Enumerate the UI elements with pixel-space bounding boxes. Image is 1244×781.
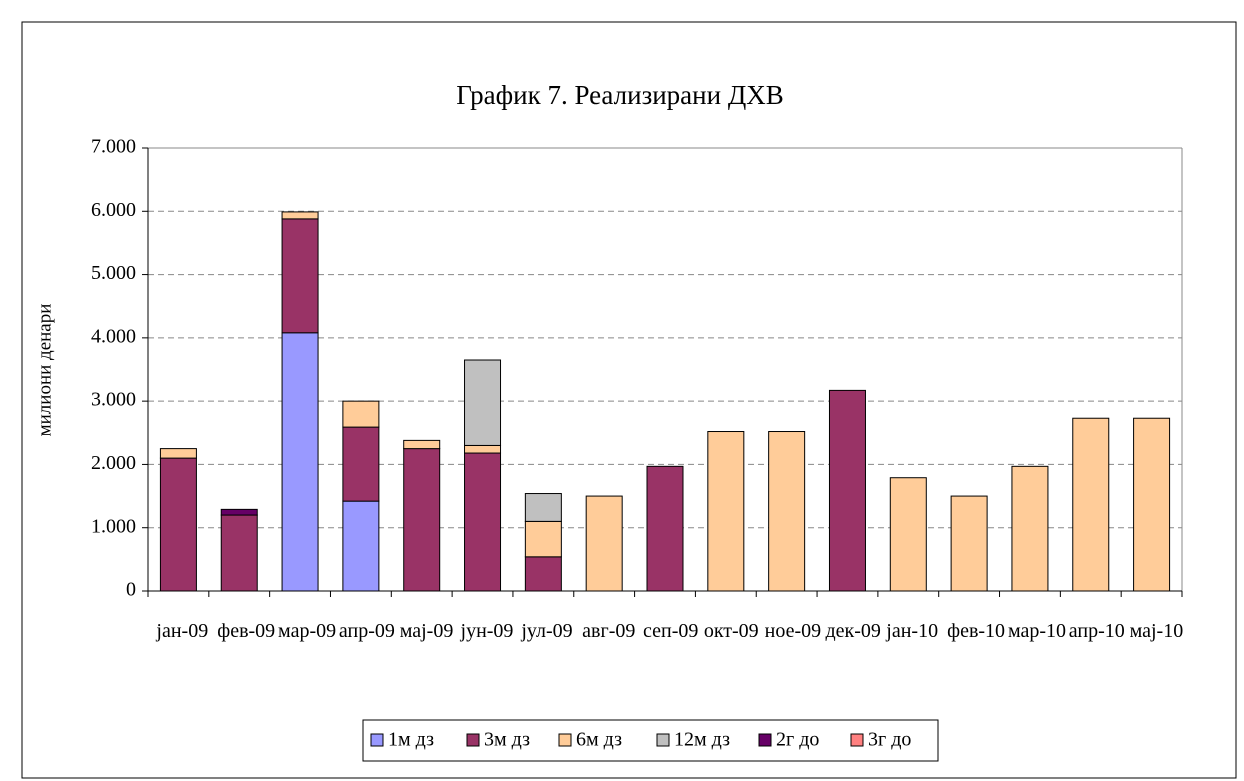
- x-tick-label: апр-10: [1068, 620, 1125, 642]
- bar-segment: [524, 493, 562, 522]
- x-tick-label: фев-09: [217, 620, 276, 642]
- bar-segment: [403, 448, 441, 592]
- bar-segment: [828, 389, 866, 592]
- bar-segment: [281, 211, 319, 220]
- bar-segment: [464, 452, 502, 592]
- x-tick-label: јан-10: [886, 620, 939, 642]
- bar-segment: [220, 508, 258, 516]
- y-tick-label: 2.000: [91, 452, 136, 474]
- bar-segment: [464, 444, 502, 454]
- y-tick-label: 0: [126, 579, 136, 601]
- y-tick-label: 3.000: [91, 389, 136, 411]
- bar-segment: [281, 218, 319, 334]
- y-tick-label: 1.000: [91, 515, 136, 537]
- x-tick-label: дек-09: [825, 620, 881, 642]
- x-tick-label: авг-09: [582, 620, 636, 642]
- bar-segment: [281, 332, 319, 592]
- legend-label: 12м дз: [674, 729, 730, 751]
- legend-label: 3м дз: [484, 729, 530, 751]
- bar-segment: [768, 431, 806, 592]
- legend-swatch: [466, 733, 480, 747]
- y-tick-label: 4.000: [91, 325, 136, 347]
- x-tick-label: мај-09: [399, 620, 454, 642]
- x-tick-label: мај-10: [1129, 620, 1184, 642]
- chart-frame: [21, 21, 1237, 779]
- x-tick-label: мар-10: [1007, 620, 1066, 642]
- bar-segment: [1133, 417, 1171, 592]
- legend-swatch: [370, 733, 384, 747]
- x-tick-label: јан-09: [156, 620, 209, 642]
- bar-segment: [524, 556, 562, 592]
- legend-swatch: [656, 733, 670, 747]
- bar-segment: [159, 448, 197, 459]
- bar-segment: [1011, 465, 1049, 592]
- bar-segment: [707, 431, 745, 592]
- legend-label: 3г до: [868, 729, 911, 751]
- bar-segment: [342, 500, 380, 592]
- legend-box: [362, 719, 939, 762]
- y-tick-label: 6.000: [91, 199, 136, 221]
- x-tick-label: мар-09: [278, 620, 337, 642]
- legend-label: 6м дз: [576, 729, 622, 751]
- bar-segment: [1072, 417, 1110, 592]
- bar-segment: [220, 514, 258, 592]
- bar-segment: [889, 477, 927, 592]
- x-tick-label: јун-09: [460, 620, 514, 642]
- x-tick-label: ное-09: [764, 620, 822, 642]
- bar-segment: [159, 457, 197, 592]
- bar-segment: [646, 465, 684, 592]
- legend-swatch: [558, 733, 572, 747]
- bar-segment: [403, 439, 441, 450]
- x-tick-label: фев-10: [947, 620, 1006, 642]
- bar-segment: [585, 495, 623, 592]
- bar-segment: [464, 359, 502, 446]
- bar-segment: [342, 426, 380, 502]
- bar-segment: [342, 400, 380, 428]
- bar-segment: [524, 520, 562, 558]
- legend-label: 2г до: [776, 729, 819, 751]
- y-tick-label: 7.000: [91, 136, 136, 158]
- y-axis-label: милиони денари: [34, 304, 55, 437]
- x-tick-label: апр-09: [338, 620, 395, 642]
- legend-swatch: [758, 733, 772, 747]
- legend-swatch: [850, 733, 864, 747]
- chart-title: График 7. Реализирани ДХВ: [456, 80, 784, 110]
- y-tick-label: 5.000: [91, 262, 136, 284]
- x-tick-label: јул-09: [521, 620, 573, 642]
- bar-segment: [950, 495, 988, 592]
- x-tick-label: окт-09: [703, 620, 759, 642]
- legend-label: 1м дз: [388, 729, 434, 751]
- x-tick-label: сеп-09: [643, 620, 699, 642]
